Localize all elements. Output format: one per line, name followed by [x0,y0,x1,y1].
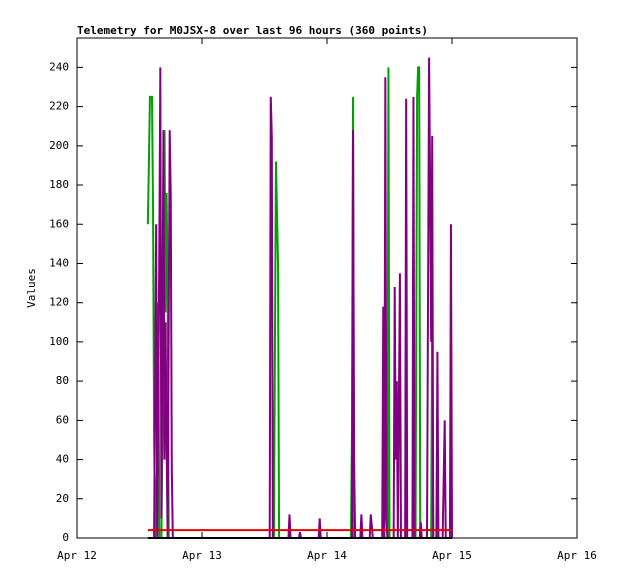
y-tick-label: 40 [56,453,69,466]
y-tick-label: 60 [56,413,69,426]
x-tick-label: Apr 12 [57,549,97,562]
y-tick-label: 200 [49,139,69,152]
x-tick-label: Apr 13 [182,549,222,562]
y-tick-label: 160 [49,217,69,230]
y-tick-label: 140 [49,256,69,269]
y-axis-label: Values [25,268,38,308]
y-tick-label: 240 [49,60,69,73]
chart-title: Telemetry for M0JSX-8 over last 96 hours… [77,24,428,37]
plot-frame [76,37,578,539]
y-tick-label: 120 [49,296,69,309]
y-tick-label: 220 [49,100,69,113]
y-tick-label: 80 [56,374,69,387]
x-tick-label: Apr 16 [557,549,597,562]
y-tick-label: 20 [56,492,69,505]
y-tick-label: 180 [49,178,69,191]
y-tick-label: 100 [49,335,69,348]
x-tick-label: Apr 14 [307,549,347,562]
x-tick-label: Apr 15 [432,549,472,562]
y-tick-label: 0 [62,531,69,544]
